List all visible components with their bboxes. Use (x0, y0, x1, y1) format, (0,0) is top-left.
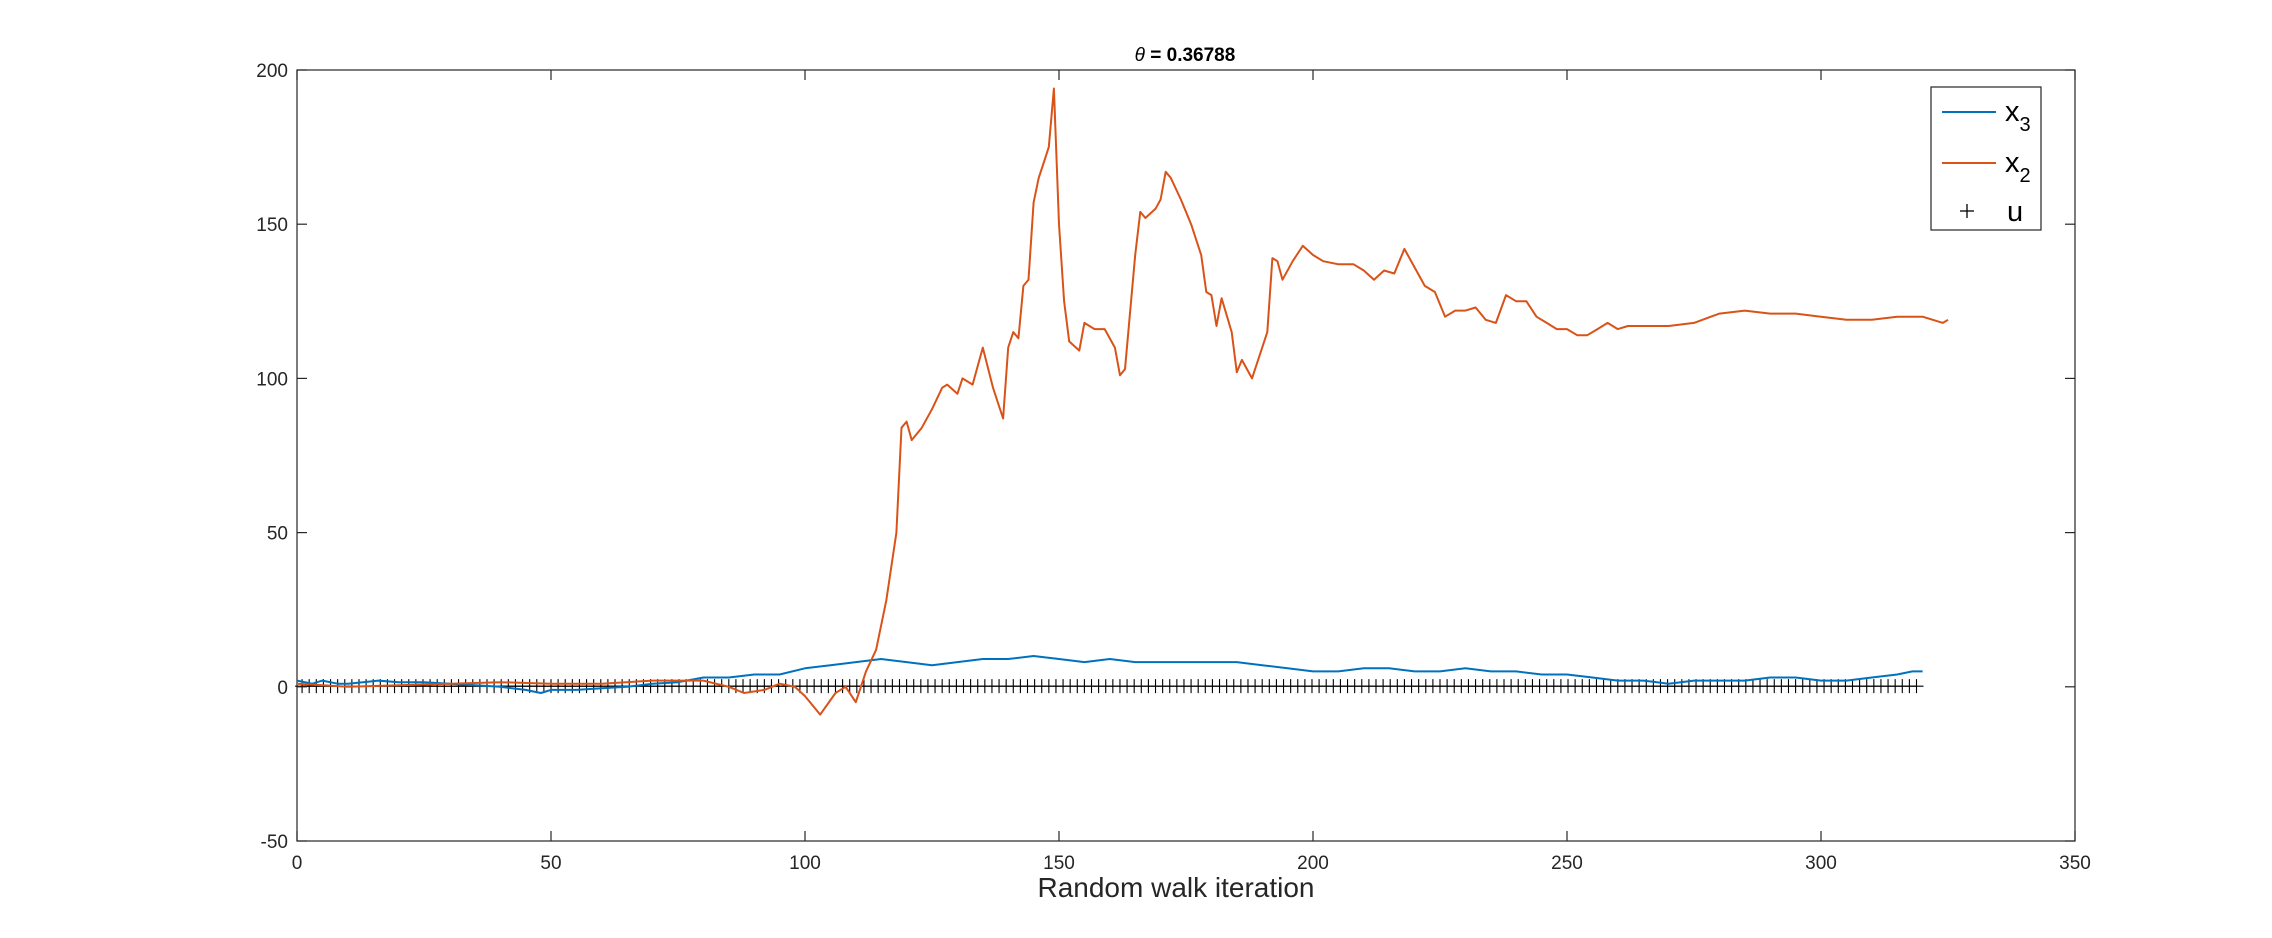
series-layer (295, 87, 1949, 716)
x-tick-label: 250 (1551, 853, 1583, 874)
y-tick-label: -50 (261, 832, 288, 853)
x-tick-label: 350 (2059, 853, 2091, 874)
y-tick-label: 150 (256, 215, 288, 236)
legend: x3 x2 u (1930, 86, 2042, 231)
title-theta-symbol: θ (1135, 45, 1146, 66)
series-line-x3 (296, 655, 1923, 694)
legend-label-u: u (2007, 196, 2023, 228)
x-tick-label: 200 (1297, 853, 1329, 874)
y-tick-label: 200 (256, 61, 288, 82)
series-line-x2 (296, 87, 1949, 716)
x-tick-label: 0 (292, 853, 303, 874)
legend-box (1930, 86, 2042, 231)
x-tick-label: 50 (540, 853, 561, 874)
series-u-markers (295, 679, 1924, 694)
y-tick-label: 0 (277, 678, 288, 699)
legend-label-x2: x2 (2005, 147, 2031, 187)
x-tick-label: 150 (1043, 853, 1075, 874)
x-axis-label: Random walk iteration (1037, 872, 1314, 903)
x-tick-label: 300 (1805, 853, 1837, 874)
chart-title: θ = 0.36788 (1135, 45, 1236, 66)
axes-box (296, 69, 2076, 842)
legend-swatch-u (1960, 204, 1974, 218)
legend-label-x3: x3 (2005, 96, 2031, 136)
title-value: = 0.36788 (1145, 45, 1235, 66)
x-tick-label: 100 (789, 853, 821, 874)
u-marker (1909, 679, 1924, 694)
y-tick-label: 100 (256, 369, 288, 390)
y-tick-label: 50 (267, 524, 288, 545)
